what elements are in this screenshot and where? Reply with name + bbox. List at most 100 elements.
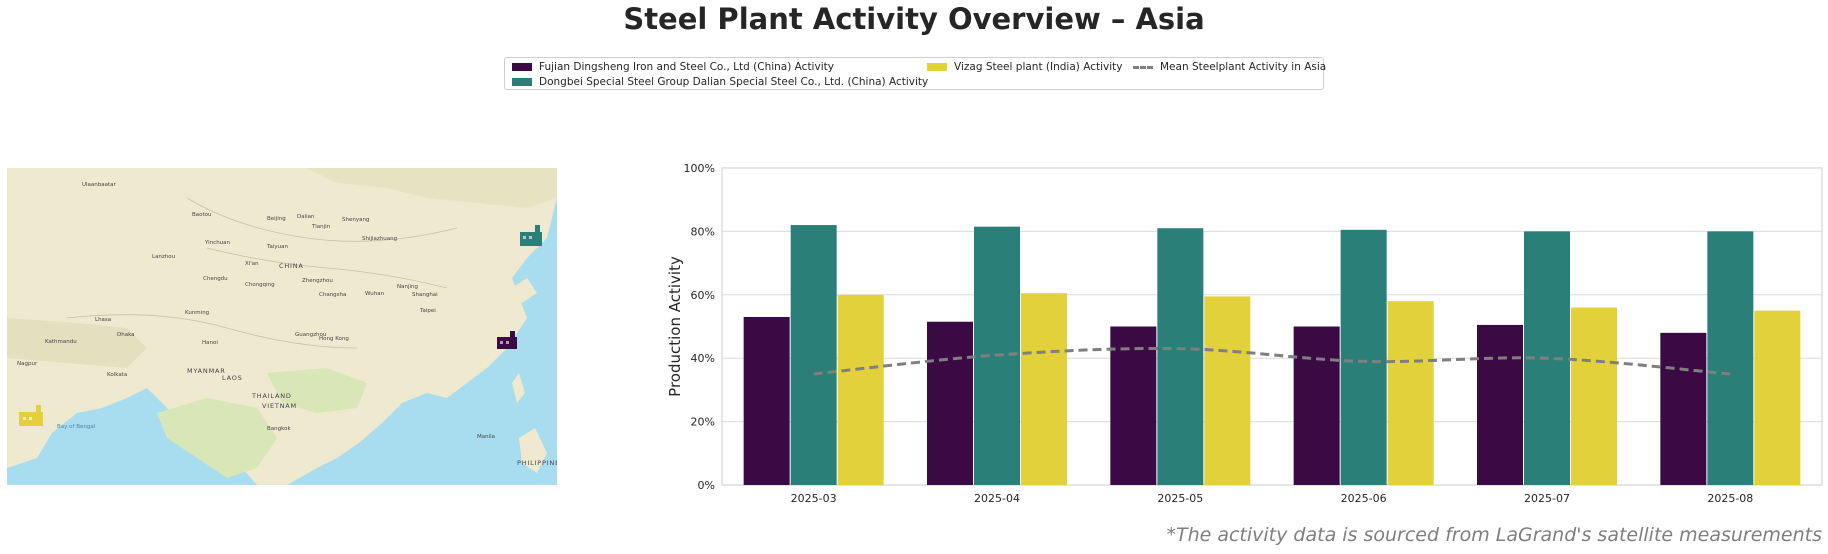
asia-map: Ulaanbaatar Baotou Beijing Dalian Shenyang Ti… [7, 168, 557, 485]
map-place-label: Bangkok [267, 426, 291, 432]
map-place-label: Wuhan [365, 291, 385, 297]
map-place-label: Xi'an [245, 261, 259, 267]
factory-icon-dalian [520, 225, 542, 246]
map-place-label: Kathmandu [45, 339, 77, 345]
y-tick-label: 20% [691, 416, 715, 429]
mean-activity-line [813, 346, 1731, 376]
map-place-label: Tianjin [311, 224, 331, 230]
map-place-label: Chongqing [245, 282, 275, 288]
map-place-label: LAOS [222, 374, 243, 382]
map-place-label: Lanzhou [152, 254, 175, 260]
y-tick-label: 40% [691, 352, 715, 365]
map-place-label: Chengdu [203, 276, 228, 282]
map-place-label: Kolkata [107, 372, 127, 378]
map-labels: Ulaanbaatar Baotou Beijing Dalian Shenyang Ti… [17, 182, 557, 467]
map-place-label: PHILIPPINES [517, 459, 557, 467]
chart-legend: Fujian Dingsheng Iron and Steel Co., Ltd… [504, 57, 1326, 90]
legend-swatch-mean [1133, 65, 1153, 69]
bar [1387, 301, 1434, 485]
legend-label-mean: Mean Steelplant Activity in Asia [1160, 61, 1327, 73]
map-place-label: Nagpur [17, 361, 38, 367]
map-place-label: Kunming [185, 310, 209, 316]
legend-swatch-dalian [512, 78, 532, 86]
taiwan-island [512, 373, 525, 403]
bar [790, 225, 837, 485]
indochina-forest [157, 398, 277, 478]
philippines-islands [519, 428, 547, 473]
legend-item-fujian: Fujian Dingsheng Iron and Steel Co., Ltd… [512, 60, 834, 74]
south-china-forest [267, 368, 367, 413]
map-place-label: Lhasa [95, 317, 111, 323]
x-tick-label: 2025-04 [974, 492, 1020, 505]
mongolia-region [307, 168, 557, 208]
data-source-footnote: *The activity data is sourced from LaGra… [1166, 524, 1822, 546]
himalaya-region [7, 318, 147, 368]
map-place-label: Dhaka [117, 332, 135, 338]
map-place-label: Manila [477, 434, 495, 440]
bar [927, 321, 973, 485]
legend-swatch-vizag [927, 63, 947, 71]
x-tick-label: 2025-05 [1157, 492, 1203, 505]
map-place-label: Yinchuan [204, 240, 231, 246]
y-axis-label: Production Activity [666, 256, 684, 397]
bar [837, 294, 884, 485]
bar [1110, 326, 1157, 485]
map-place-label: Hong Kong [319, 336, 349, 342]
land-mass [7, 168, 557, 485]
map-place-label: VIETNAM [262, 402, 297, 410]
map-place-label: Bay of Bengal [57, 424, 96, 430]
map-place-label: THAILAND [251, 392, 292, 400]
map-place-label: MYANMAR [187, 367, 226, 375]
map-place-label: Shijiazhuang [362, 236, 397, 242]
x-tick-label: 2025-08 [1707, 492, 1753, 505]
bar [1754, 310, 1801, 485]
border-line [66, 314, 358, 349]
map-place-label: Changsha [319, 292, 346, 298]
chart-title: Steel Plant Activity Overview – Asia [623, 2, 1205, 36]
y-tick-label: 100% [684, 162, 715, 175]
korea-peninsula [512, 278, 537, 303]
border-line [206, 247, 448, 289]
bar [1021, 293, 1067, 485]
legend-label-dalian: Dongbei Special Steel Group Dalian Speci… [539, 76, 929, 88]
legend-label-vizag: Vizag Steel plant (India) Activity [954, 61, 1123, 73]
bar [1660, 332, 1707, 485]
bar [1157, 228, 1204, 486]
bar [1204, 296, 1251, 485]
map-place-label: Baotou [192, 212, 212, 218]
x-tick-label: 2025-03 [791, 492, 837, 505]
legend-item-mean: Mean Steelplant Activity in Asia [1133, 60, 1326, 74]
x-tick-label: 2025-06 [1341, 492, 1387, 505]
bar [1707, 231, 1754, 485]
map-place-label: CHINA [279, 262, 304, 270]
legend-item-dalian: Dongbei Special Steel Group Dalian Speci… [512, 75, 928, 89]
bar [1477, 324, 1523, 485]
map-place-label: Dalian [297, 214, 315, 220]
map-place-label: Taiyuan [266, 244, 288, 250]
factory-icon-vizag [19, 405, 43, 426]
factory-icon-fujian [497, 331, 517, 349]
map-canvas: Ulaanbaatar Baotou Beijing Dalian Shenyang Ti… [7, 168, 557, 485]
map-place-label: Beijing [267, 216, 286, 222]
y-tick-label: 80% [691, 225, 715, 238]
border-line [186, 197, 458, 242]
y-tick-label: 60% [691, 289, 715, 302]
bar [743, 316, 790, 485]
bar [1571, 307, 1617, 485]
legend-swatch-fujian [512, 63, 532, 71]
map-place-label: Taipei [419, 308, 436, 314]
map-place-label: Hanoi [202, 340, 218, 346]
legend-item-vizag: Vizag Steel plant (India) Activity [927, 60, 1122, 74]
map-place-label: Shanghai [412, 292, 438, 298]
legend-label-fujian: Fujian Dingsheng Iron and Steel Co., Ltd… [539, 61, 834, 73]
map-place-label: Shenyang [342, 217, 369, 223]
y-tick-label: 0% [698, 479, 715, 492]
map-place-label: Nanjing [397, 284, 418, 290]
bar [1340, 229, 1387, 485]
x-tick-label: 2025-07 [1524, 492, 1570, 505]
plot-area [721, 167, 1823, 486]
map-place-label: Zhengzhou [302, 278, 333, 284]
map-place-label: Guangzhou [295, 332, 326, 338]
map-place-label: Ulaanbaatar [82, 182, 117, 188]
